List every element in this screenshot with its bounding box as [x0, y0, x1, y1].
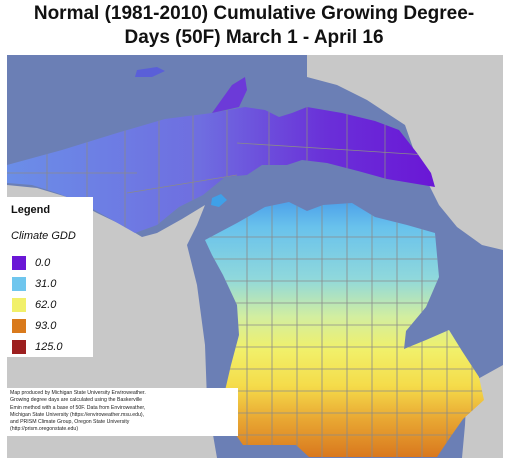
- credit-line-3: Michigan State University (https://envir…: [10, 411, 145, 418]
- credit-line-0: Map produced by Michigan State Universit…: [10, 390, 146, 396]
- keweenaw-peninsula: [212, 77, 247, 113]
- title-line-2: Days (50F) March 1 - April 16: [124, 27, 384, 48]
- map-title: Normal (1981-2010) Cumulative Growing De…: [0, 2, 508, 50]
- beaver-island: [211, 194, 227, 207]
- legend-label-1: 31.0: [35, 278, 57, 290]
- legend-subtitle: Climate GDD: [11, 230, 76, 242]
- title-line-1: Normal (1981-2010) Cumulative Growing De…: [33, 3, 475, 24]
- up-county-lines: [7, 107, 428, 230]
- upper-peninsula: [7, 107, 435, 233]
- credit-text: Map produced by Michigan State Universit…: [7, 388, 238, 436]
- legend-swatch-2: [12, 298, 26, 312]
- legend-label-4: 125.0: [35, 341, 63, 353]
- legend-swatch-1: [12, 277, 26, 291]
- legend-swatch-0: [12, 256, 26, 270]
- lower-peninsula: [205, 202, 484, 457]
- legend-swatch-4: [12, 340, 26, 354]
- legend-label-3: 93.0: [35, 320, 57, 332]
- ontario-land: [307, 55, 503, 250]
- credit-line-1: Growing degree days are calculated using…: [10, 397, 143, 404]
- credit-line-2: Emin method with a base of 50F. Data fro…: [10, 404, 146, 411]
- legend: Legend Climate GDD 0.0 31.0 62.0 93.0 12…: [7, 197, 93, 357]
- isle-royale: [135, 67, 165, 77]
- legend-title: Legend: [11, 204, 51, 216]
- legend-label-2: 62.0: [35, 299, 57, 311]
- legend-label-0: 0.0: [35, 257, 51, 269]
- credit-line-5: (http://prism.oregonstate.edu): [10, 426, 79, 433]
- legend-swatch-3: [12, 319, 26, 333]
- credit-line-4: and PRISM Climate Group, Oregon State Un…: [10, 419, 130, 426]
